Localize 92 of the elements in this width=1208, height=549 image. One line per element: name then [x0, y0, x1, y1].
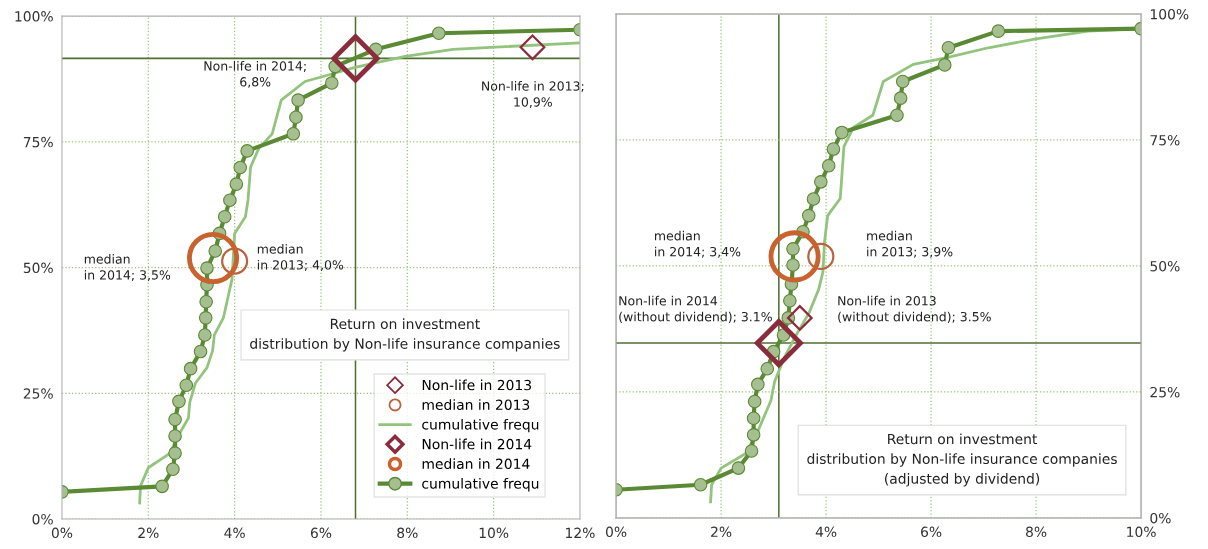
x-tick-label: 12% — [566, 527, 595, 539]
annotation: median in 2014; 3,5% — [84, 254, 171, 281]
y-tick-label: 50% — [23, 262, 53, 274]
point — [814, 175, 828, 189]
point — [826, 142, 841, 156]
point — [229, 177, 244, 191]
point — [198, 311, 213, 325]
point — [895, 74, 910, 89]
y-tick-label: 25% — [23, 388, 53, 399]
point — [835, 125, 849, 140]
point — [179, 378, 194, 393]
point — [223, 193, 237, 208]
x-tick-label: 2% — [138, 527, 159, 539]
y2-tick-label: 75% — [1150, 134, 1180, 146]
point — [291, 93, 305, 107]
annotation: median in 2013; 4,0% — [257, 244, 344, 271]
point — [746, 428, 761, 442]
text: Return on investment distribution by Non-life insurance companies (adjusted by dividend) — [807, 433, 1117, 487]
point — [233, 160, 248, 175]
legend-label: Non-life in 2013 — [422, 379, 531, 391]
annotation: median in 2013; 3,9% — [867, 230, 953, 258]
point — [187, 231, 240, 285]
point — [193, 344, 208, 359]
legend-label: median in 2013 — [422, 399, 530, 410]
x-tick-label: 4% — [224, 527, 245, 539]
point — [200, 261, 214, 275]
point — [331, 34, 380, 83]
point — [199, 294, 213, 309]
point — [821, 158, 836, 173]
point — [172, 394, 186, 409]
annotation: Non-life in 2014 (without dividend); 3.1% — [619, 295, 772, 323]
point — [893, 91, 908, 105]
y2-tick-label: 25% — [1150, 386, 1180, 398]
x-tick-label: 0% — [605, 526, 627, 538]
point — [801, 208, 816, 223]
point — [168, 429, 182, 443]
point — [519, 34, 546, 61]
point — [747, 394, 762, 409]
annotation: Non-life in 2014; 6,8% — [204, 60, 306, 88]
point — [806, 192, 821, 206]
point — [286, 127, 301, 141]
point — [768, 230, 821, 283]
point — [786, 305, 813, 331]
point — [783, 293, 797, 308]
point — [937, 58, 952, 72]
legend-label: cumulative frequ — [422, 418, 539, 433]
legend-label: cumulative frequ — [422, 478, 539, 492]
point — [744, 444, 759, 458]
point — [217, 209, 232, 224]
point — [183, 361, 198, 376]
point — [731, 461, 746, 475]
point — [155, 479, 169, 494]
point — [941, 40, 956, 55]
point — [786, 242, 800, 256]
y-tick-label: 0% — [32, 513, 53, 525]
x-tick-label: 2% — [711, 526, 732, 538]
point — [168, 412, 182, 427]
legend-label: median in 2014 — [422, 458, 530, 470]
point — [991, 24, 1006, 38]
annotation: median in 2014; 3,4% — [655, 230, 741, 258]
y-tick-label: 100% — [15, 11, 53, 22]
point — [760, 361, 775, 376]
legend-label: Non-life in 2014 — [422, 438, 532, 450]
x-tick-label: 6% — [921, 526, 942, 538]
point — [890, 108, 904, 123]
x-tick-label: 4% — [815, 526, 837, 538]
point — [289, 110, 303, 125]
y2-tick-label: 100% — [1150, 8, 1189, 20]
point — [198, 328, 212, 342]
y2-tick-label: 50% — [1150, 260, 1180, 272]
text: Return on investment distribution by Non-life insurance companies — [250, 318, 560, 352]
x-tick-label: 10% — [479, 527, 509, 539]
point — [168, 446, 182, 460]
annotation: Non-life in 2013 (without dividend); 3.5% — [838, 295, 991, 323]
x-tick-label: 8% — [397, 527, 418, 539]
x-tick-label: 10% — [1127, 526, 1156, 538]
annotation: Non-life in 2013; 10,9% — [482, 81, 584, 108]
x-tick-label: 8% — [1026, 526, 1047, 538]
y-tick-label: 75% — [23, 136, 53, 148]
point — [221, 247, 249, 275]
point — [166, 462, 180, 477]
point — [240, 144, 254, 158]
point — [786, 258, 800, 272]
point — [746, 411, 761, 425]
point — [324, 76, 339, 90]
point — [693, 477, 708, 492]
point — [807, 242, 835, 271]
x-tick-label: 0% — [51, 527, 73, 539]
point — [751, 377, 765, 392]
y2-tick-label: 0% — [1150, 512, 1171, 524]
point — [432, 26, 446, 41]
x-tick-label: 6% — [310, 527, 332, 539]
